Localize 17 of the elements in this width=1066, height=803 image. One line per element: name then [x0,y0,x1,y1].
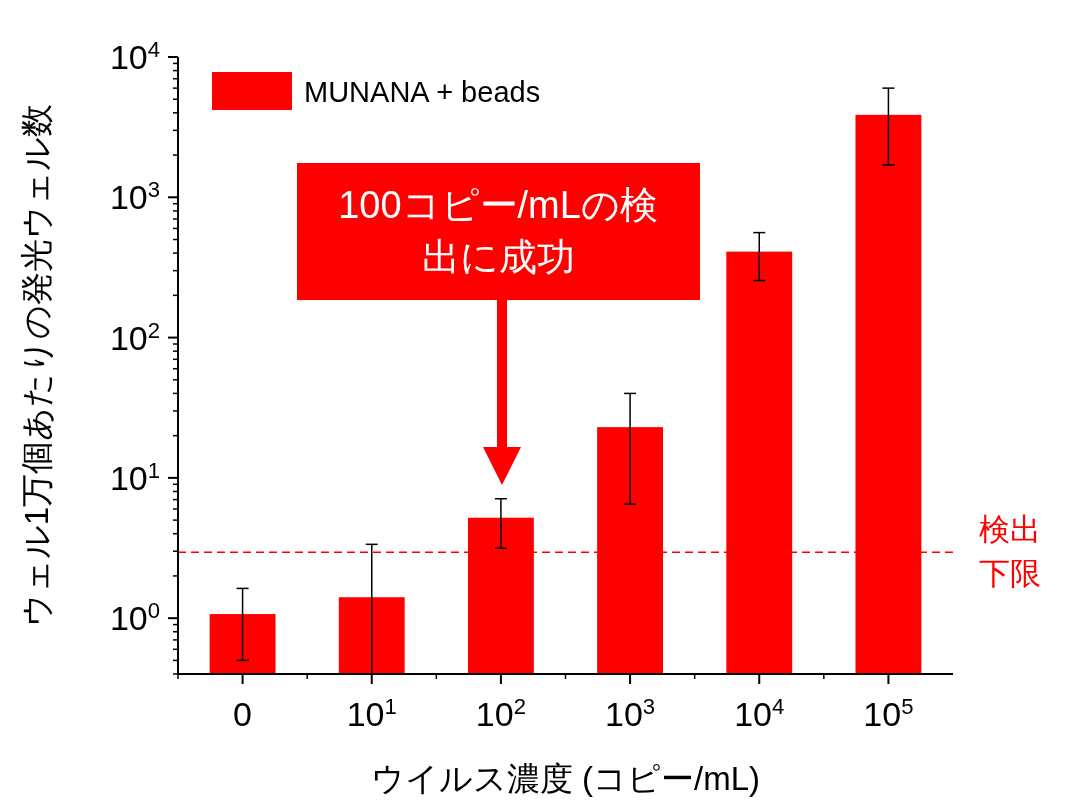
x-tick-label: 10$^{4}$ [734,693,785,733]
y-tick-label: 10$^{0}$ [109,597,160,638]
x-tick-label: 0 [233,695,253,733]
y-tick-label: 10$^{2}$ [109,317,160,357]
y-tick-label: 10$^{3}$ [109,176,160,217]
y-axis-title: ウェル1万個あたりの発光ウェル数 [18,103,55,628]
x-tick-label: 10$^{1}$ [346,693,397,733]
y-tick-label: 10$^{4}$ [109,36,160,76]
ref-line-label: 検出下限 [979,512,1041,592]
y-tick-label: 10$^{1}$ [109,457,160,497]
x-tick-label: 10$^{5}$ [863,693,914,733]
legend-label: MUNANA + beads [304,76,541,108]
legend: MUNANA + beads [212,72,541,110]
x-tick-label: 10$^{2}$ [475,693,526,733]
x-axis-title: ウイルス濃度 (コピー/mL) [370,760,761,797]
annotation: 100コピー/mLの検出に成功 [338,184,658,278]
x-tick-label: 10$^{3}$ [605,693,656,733]
